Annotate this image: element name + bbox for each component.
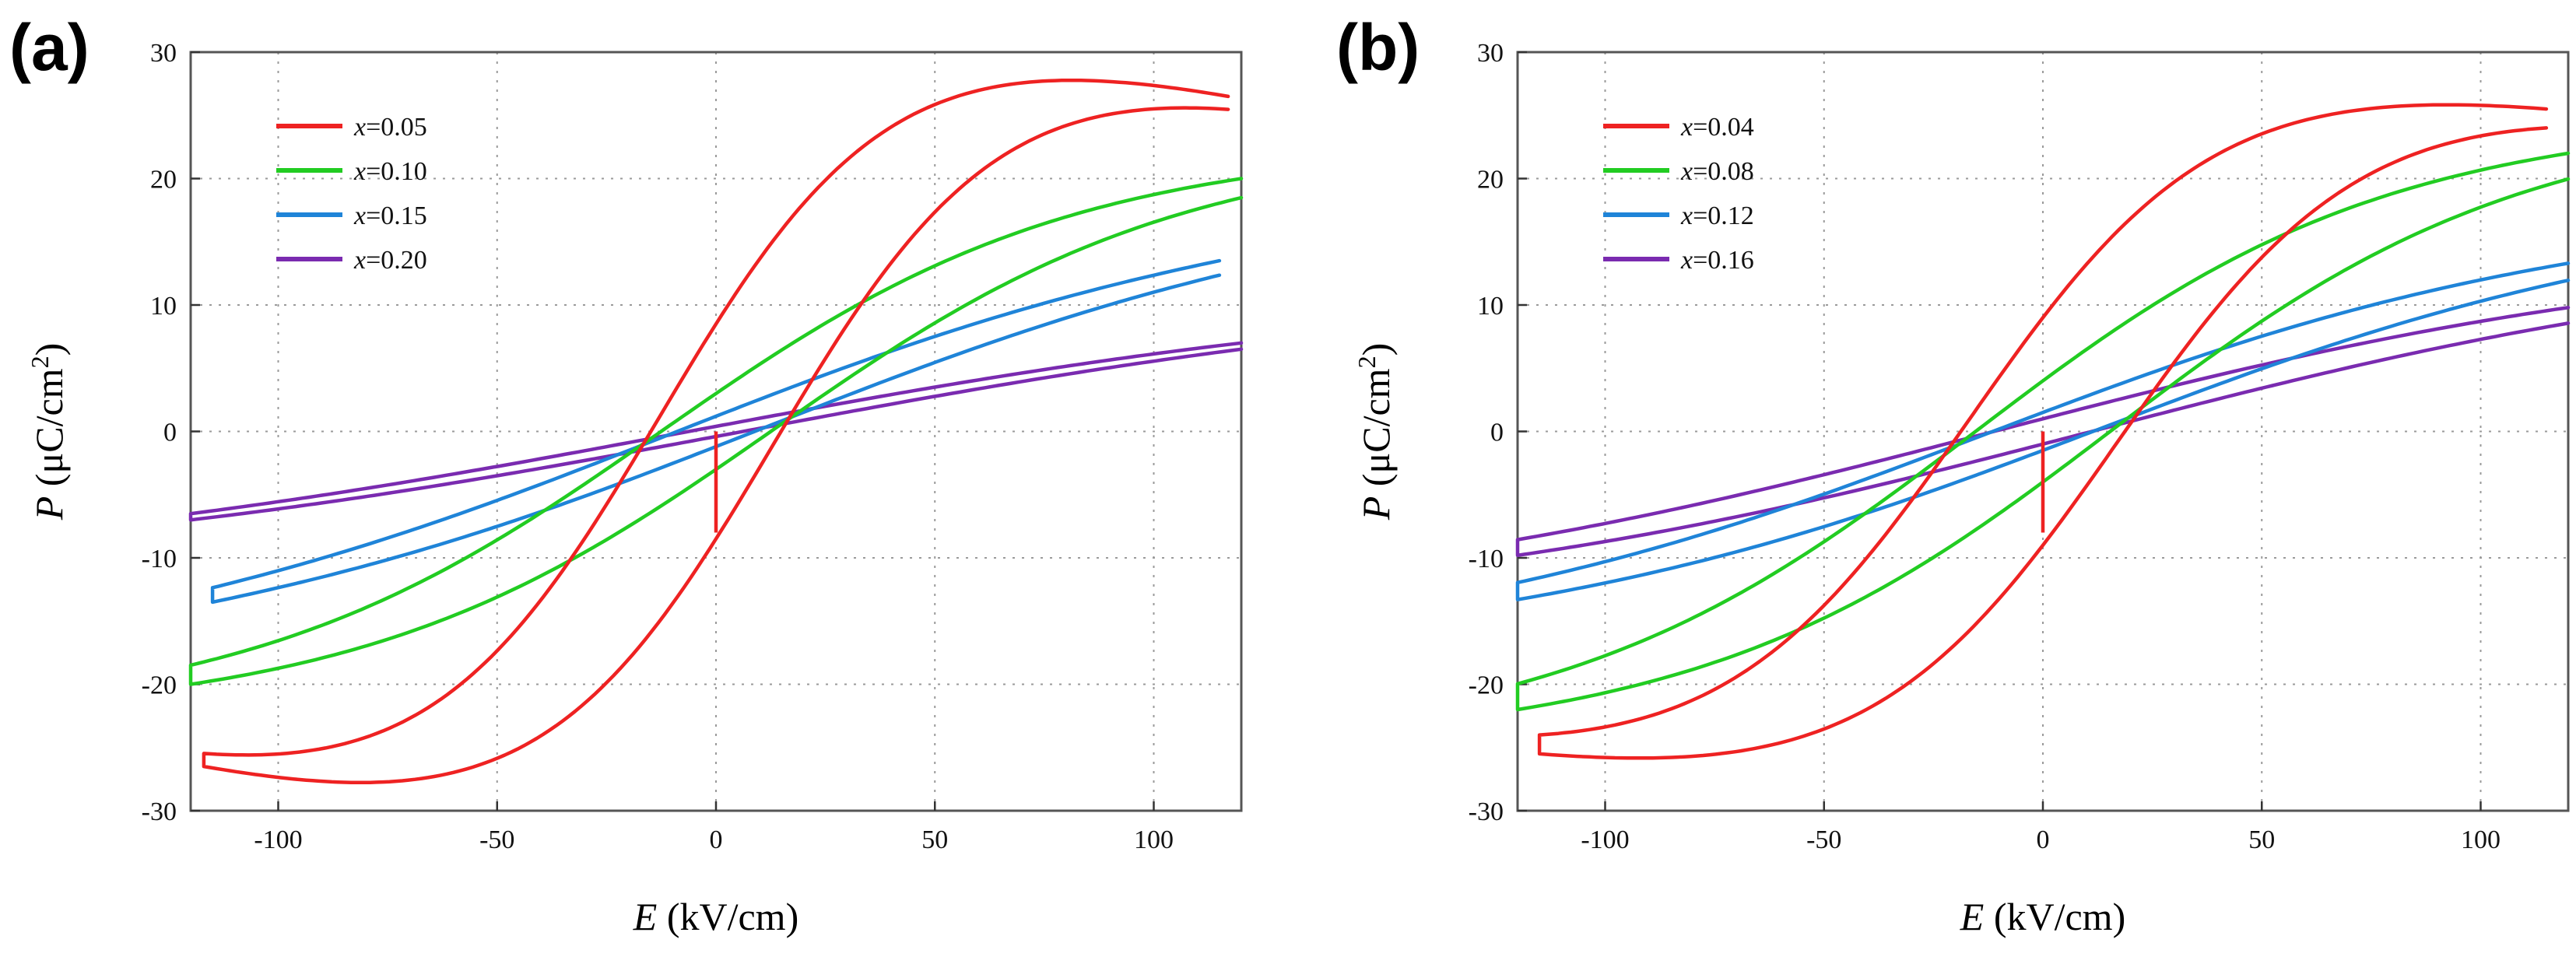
legend-entry: x=0.04 xyxy=(1680,113,1754,142)
y-tick-label: -10 xyxy=(142,545,177,573)
x-tick-label: -100 xyxy=(254,826,302,854)
x-tick-label: -50 xyxy=(1806,826,1841,854)
x-tick-label: 50 xyxy=(2248,826,2275,854)
x-tick-label: -100 xyxy=(1581,826,1629,854)
y-axis-label: P (μC/cm2) xyxy=(26,343,71,521)
y-tick-label: -20 xyxy=(1469,671,1504,700)
legend-entry: x=0.20 xyxy=(353,246,427,275)
x-tick-label: 0 xyxy=(2037,826,2050,854)
y-tick-label: 20 xyxy=(1477,166,1504,195)
legend-entry: x=0.05 xyxy=(353,113,427,142)
x-axis-label: E (kV/cm) xyxy=(633,895,798,938)
legend: x=0.04 x=0.08 x=0.12 x=0.16 xyxy=(1603,113,1754,275)
panel-label: (b) xyxy=(1336,11,1420,84)
series-line-x-0-04 xyxy=(1537,103,2549,760)
y-tick-label: 30 xyxy=(1477,39,1504,68)
legend-entry: x=0.16 xyxy=(1680,246,1754,275)
x-tick-label: 100 xyxy=(1134,826,1174,854)
legend: x=0.05 x=0.10 x=0.15 x=0.20 xyxy=(276,113,427,275)
y-axis-label: P (μC/cm2) xyxy=(1353,343,1398,521)
series-line-x-0-05 xyxy=(202,78,1230,785)
y-tick-label: 10 xyxy=(1477,292,1504,321)
legend-entry: x=0.10 xyxy=(353,157,427,186)
y-tick-label: 20 xyxy=(150,166,177,195)
x-tick-label: 50 xyxy=(921,826,948,854)
y-tick-label: 10 xyxy=(150,292,177,321)
series-line-x-0-10 xyxy=(188,177,1244,686)
y-tick-label: 0 xyxy=(1490,419,1504,447)
series-line-x-0-20 xyxy=(188,341,1244,522)
legend-entry: x=0.15 xyxy=(353,202,427,230)
x-tick-label: -50 xyxy=(479,826,514,854)
y-tick-label: -10 xyxy=(1469,545,1504,573)
x-axis-label: E (kV/cm) xyxy=(1960,895,2125,938)
series-line-x-0-08 xyxy=(1515,151,2571,712)
legend-entry: x=0.08 xyxy=(1680,157,1754,186)
y-tick-label: 30 xyxy=(150,39,177,68)
x-tick-label: 100 xyxy=(2461,826,2501,854)
y-tick-label: -30 xyxy=(142,797,177,826)
x-tick-label: 0 xyxy=(710,826,723,854)
y-tick-label: -30 xyxy=(1469,797,1504,826)
y-tick-label: 0 xyxy=(163,419,177,447)
legend-entry: x=0.12 xyxy=(1680,202,1754,230)
panel-label: (a) xyxy=(9,11,89,84)
series-line-x-0-16 xyxy=(1515,306,2571,558)
y-tick-label: -20 xyxy=(142,671,177,700)
